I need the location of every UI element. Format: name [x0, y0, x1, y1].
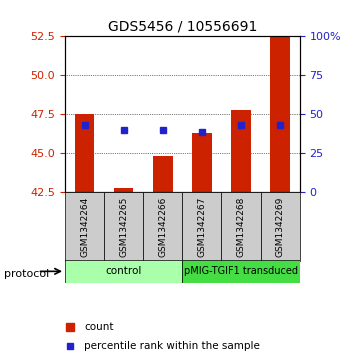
- Text: GSM1342267: GSM1342267: [197, 197, 206, 257]
- FancyBboxPatch shape: [182, 260, 300, 283]
- FancyBboxPatch shape: [261, 192, 300, 261]
- Bar: [75, 114, 94, 192]
- FancyBboxPatch shape: [143, 192, 182, 261]
- Text: GSM1342264: GSM1342264: [80, 197, 89, 257]
- FancyBboxPatch shape: [221, 192, 261, 261]
- Text: GSM1342269: GSM1342269: [275, 197, 284, 257]
- Bar: [192, 133, 212, 192]
- Bar: [114, 188, 134, 192]
- Bar: [270, 36, 290, 192]
- Text: percentile rank within the sample: percentile rank within the sample: [84, 341, 260, 351]
- Title: GDS5456 / 10556691: GDS5456 / 10556691: [108, 20, 257, 34]
- FancyBboxPatch shape: [65, 192, 104, 261]
- FancyBboxPatch shape: [182, 192, 221, 261]
- FancyBboxPatch shape: [65, 260, 182, 283]
- Text: control: control: [105, 266, 142, 276]
- Text: GSM1342265: GSM1342265: [119, 197, 128, 257]
- Bar: [231, 110, 251, 192]
- Text: protocol: protocol: [4, 269, 49, 279]
- Text: pMIG-TGIF1 transduced: pMIG-TGIF1 transduced: [184, 266, 298, 276]
- Text: GSM1342268: GSM1342268: [236, 197, 245, 257]
- FancyBboxPatch shape: [104, 192, 143, 261]
- Text: count: count: [84, 322, 113, 332]
- Text: GSM1342266: GSM1342266: [158, 197, 167, 257]
- Bar: [153, 156, 173, 192]
